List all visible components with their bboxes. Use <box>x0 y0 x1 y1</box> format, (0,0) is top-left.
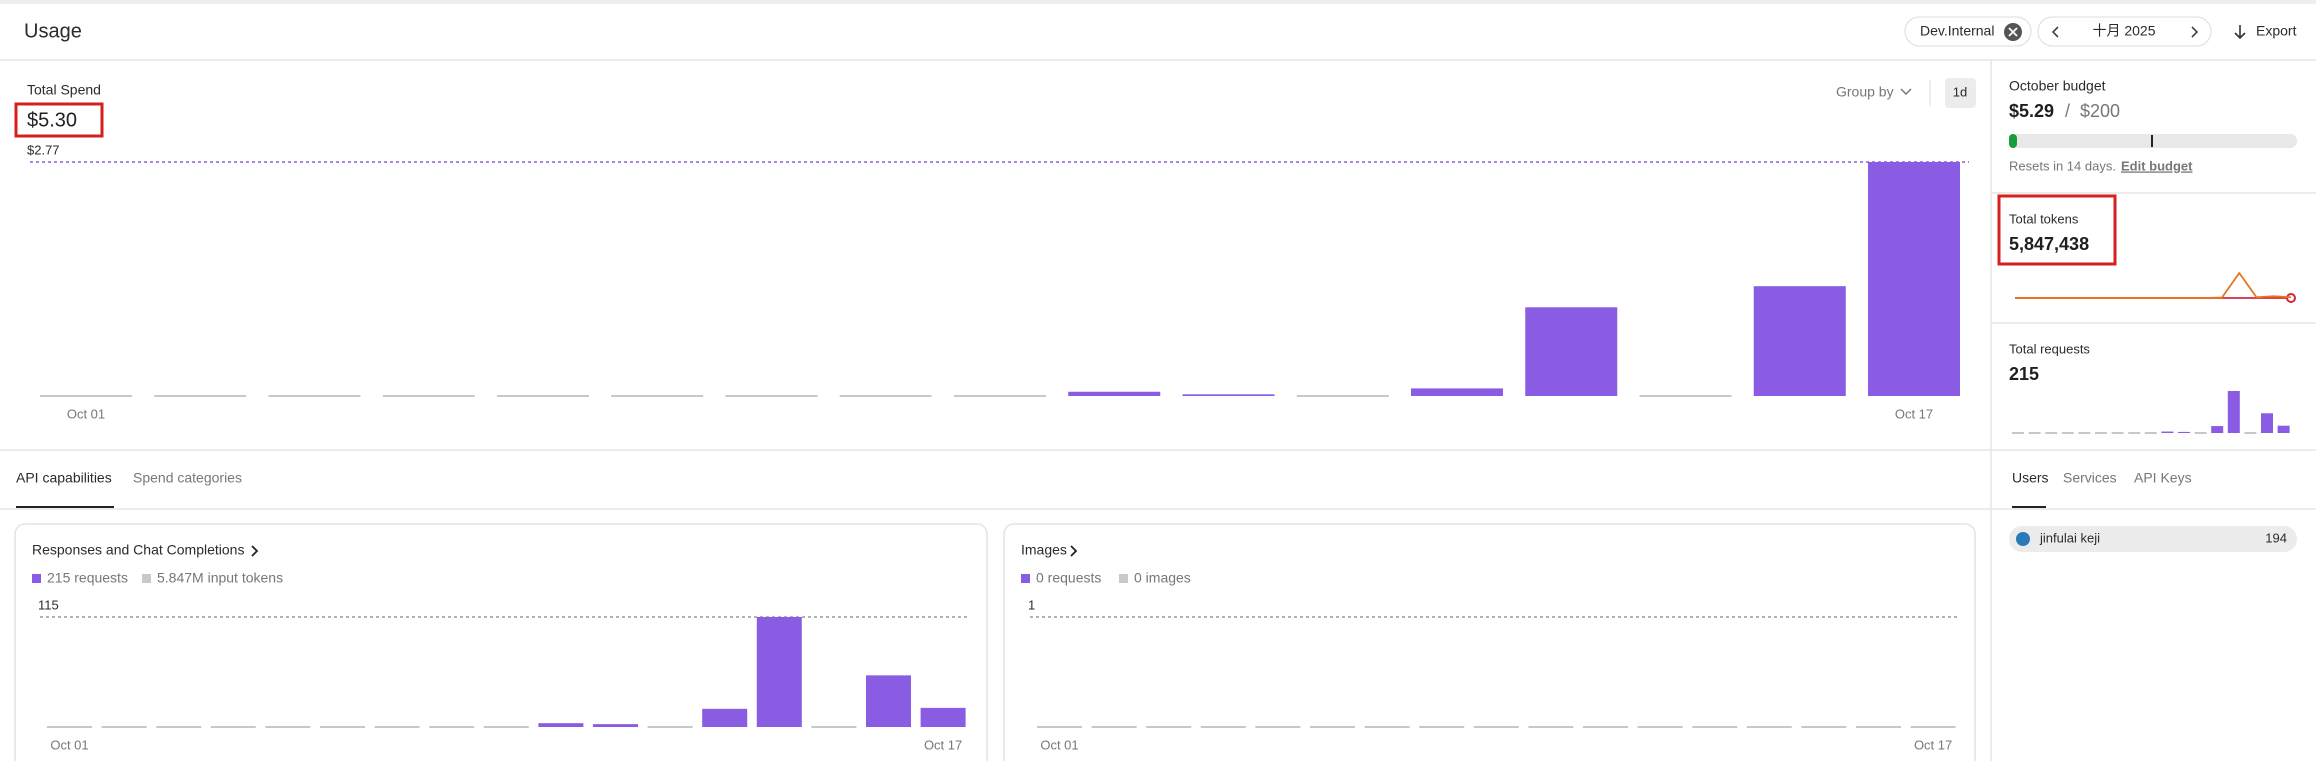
sidebar-tab[interactable]: API Keys <box>2134 470 2192 486</box>
interval-label[interactable]: 1d <box>1953 84 1967 99</box>
reference-label: $2.77 <box>27 142 60 157</box>
spend-total: $5.30 <box>27 109 77 131</box>
x-tick-label: Oct 17 <box>924 737 962 752</box>
tokens-sparkline <box>2015 272 2292 299</box>
card-chevron <box>251 545 259 557</box>
x-tick-label: Oct 01 <box>50 737 88 752</box>
bar <box>2261 413 2273 433</box>
budget-spent: $5.29 <box>2009 101 2054 121</box>
card-chevron <box>1070 545 1078 557</box>
clear-icon <box>2008 27 2018 37</box>
sidebar-tab[interactable]: Services <box>2063 470 2117 486</box>
user-count: 194 <box>2265 530 2287 545</box>
highlight-box <box>1997 194 2117 266</box>
project-name[interactable]: Dev.Internal <box>1920 23 1994 39</box>
tab[interactable]: API capabilities <box>16 470 112 486</box>
budget-resets: Resets in 14 days. <box>2009 158 2116 173</box>
bar <box>702 708 748 727</box>
bar <box>1182 394 1275 396</box>
bar <box>2277 425 2290 433</box>
card-title[interactable]: Images <box>1021 542 1067 558</box>
user-row[interactable] <box>2009 526 2297 552</box>
legend-swatch <box>32 574 41 583</box>
bar <box>1753 286 1846 396</box>
project-pill[interactable] <box>1904 16 2032 47</box>
x-tick-label: Oct 01 <box>1040 737 1078 752</box>
card-title[interactable]: Responses and Chat Completions <box>32 542 244 558</box>
legend-swatch <box>1119 574 1128 583</box>
bar <box>756 617 802 727</box>
spend-label: Total Spend <box>27 82 101 98</box>
group-by-chevron <box>1900 88 1912 96</box>
card <box>1003 523 1976 761</box>
tab[interactable]: Spend categories <box>133 470 242 486</box>
legend-entry: 0 images <box>1134 570 1191 586</box>
tokens-label: Total tokens <box>2009 211 2079 226</box>
budget-slash: / <box>2065 101 2070 121</box>
reference-label: 115 <box>38 597 59 612</box>
next-month[interactable] <box>2191 26 2199 38</box>
tokens-total: 5,847,438 <box>2009 234 2089 254</box>
budget-limit: $200 <box>2080 101 2120 121</box>
requests-label: Total requests <box>2009 341 2090 356</box>
edit-budget[interactable]: Edit budget <box>2121 158 2193 173</box>
prev-month[interactable] <box>2051 26 2059 38</box>
highlight-box <box>14 102 104 138</box>
budget-label: October budget <box>2009 78 2106 94</box>
bar <box>2211 426 2224 433</box>
x-tick-label: Oct 01 <box>67 406 105 421</box>
legend-swatch <box>1021 574 1030 583</box>
bar <box>2178 431 2190 433</box>
group-by[interactable]: Group by <box>1836 84 1894 100</box>
bar <box>1411 388 1503 396</box>
x-tick-label: Oct 17 <box>1914 737 1952 752</box>
export-icon[interactable] <box>2234 25 2246 40</box>
bar <box>2227 391 2240 433</box>
user-avatar <box>2016 532 2030 546</box>
interval-button[interactable] <box>1945 78 1976 108</box>
bar <box>593 724 638 727</box>
month-pill <box>2037 16 2212 47</box>
bar <box>2161 431 2174 433</box>
card <box>14 523 988 761</box>
bar <box>920 707 966 727</box>
user-name[interactable]: jinfulai keji <box>2039 530 2100 545</box>
x-tick-label: Oct 17 <box>1895 406 1933 421</box>
legend-entry: 215 requests <box>47 570 128 586</box>
export-button[interactable]: Export <box>2256 23 2297 39</box>
month-label: 十月 2025 <box>2092 23 2155 39</box>
bar <box>538 723 584 727</box>
legend-swatch <box>142 574 151 583</box>
budget-fill <box>2009 134 2017 148</box>
bar <box>866 675 911 727</box>
bar <box>1525 307 1618 396</box>
sidebar-tab[interactable]: Users <box>2012 470 2049 486</box>
legend-entry: 0 requests <box>1036 570 1101 586</box>
requests-total: 215 <box>2009 364 2039 384</box>
top-band <box>0 0 2316 4</box>
page-title: Usage <box>24 20 82 42</box>
legend-entry: 5.847M input tokens <box>157 570 283 586</box>
bar <box>1868 162 1960 396</box>
bar <box>1068 391 1161 396</box>
reference-label: 1 <box>1028 597 1035 612</box>
sparkline-end <box>2286 293 2296 303</box>
